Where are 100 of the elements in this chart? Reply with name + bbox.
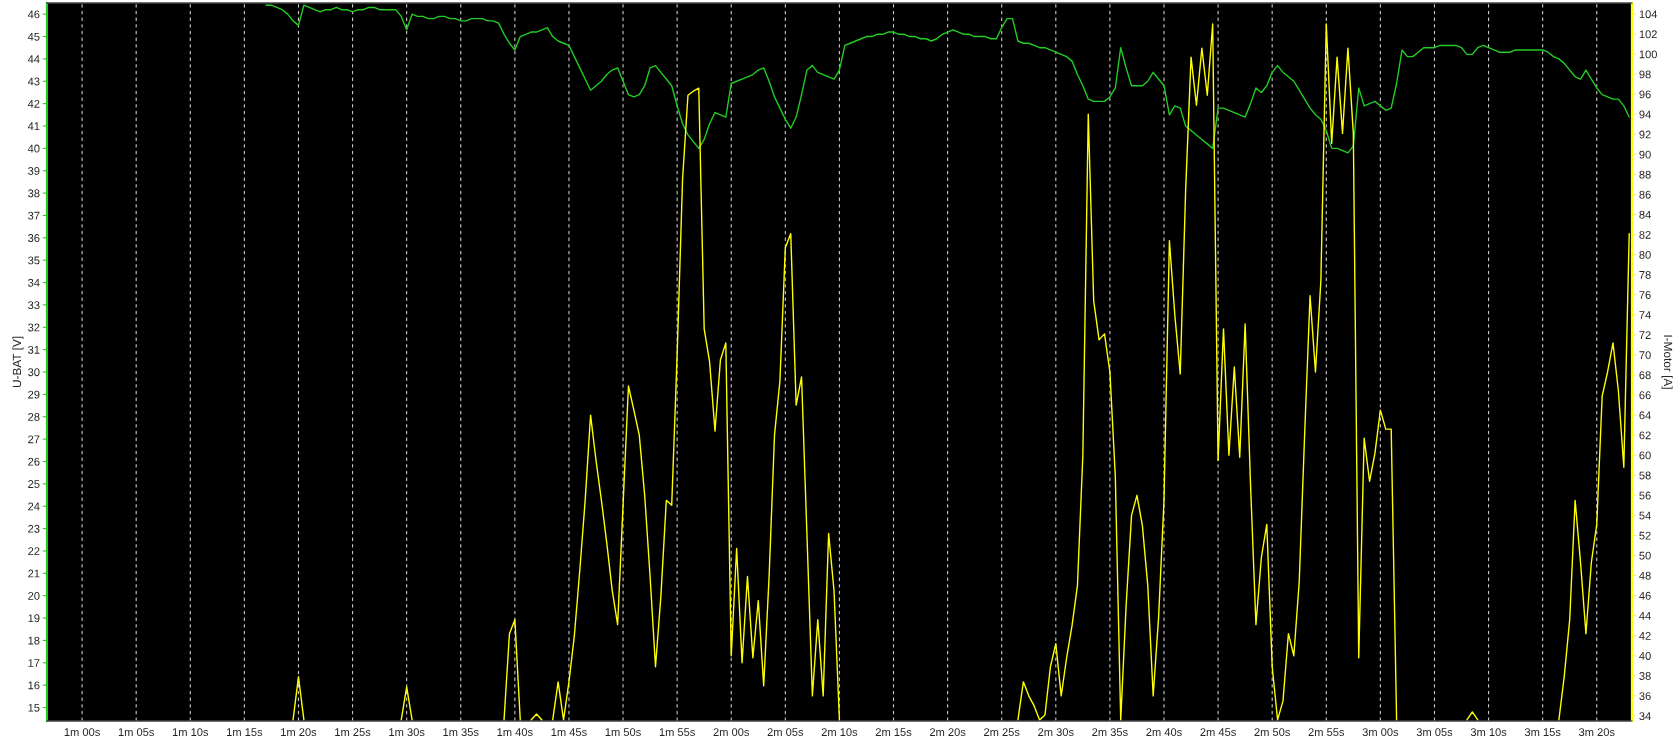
y2-tick-label: 34 bbox=[1639, 712, 1651, 721]
x-tick-label: 2m 45s bbox=[1200, 728, 1236, 737]
y-tick-label: 37 bbox=[28, 211, 40, 220]
y-tick-label: 46 bbox=[27, 10, 40, 19]
x-tick-label: 1m 55s bbox=[659, 728, 695, 737]
y-tick-label: 25 bbox=[28, 480, 40, 488]
x-tick-label: 2m 15s bbox=[875, 728, 912, 737]
y-tick-label: 26 bbox=[28, 457, 40, 466]
y-tick-label: 41 bbox=[27, 122, 40, 131]
y2-tick-label: 50 bbox=[1639, 551, 1651, 560]
y-tick-label: 43 bbox=[27, 77, 40, 86]
y-tick-label: 33 bbox=[28, 301, 40, 310]
y2-tick-label: 56 bbox=[1639, 491, 1651, 500]
x-tick-label: 1m 30s bbox=[389, 728, 425, 737]
line-series bbox=[265, 4, 1630, 154]
y-tick-label: 36 bbox=[28, 234, 40, 242]
y-tick-label: 35 bbox=[28, 256, 40, 265]
y2-tick-label: 74 bbox=[1639, 311, 1651, 319]
y2-tick-label: 92 bbox=[1639, 130, 1651, 139]
x-tick-label: 1m 20s bbox=[281, 728, 317, 737]
y2-tick-label: 40 bbox=[1639, 652, 1651, 660]
y-tick-label: 45 bbox=[27, 32, 40, 41]
y2-tick-label: 58 bbox=[1639, 471, 1651, 480]
x-tick-label: 1m 40s bbox=[497, 728, 533, 737]
y2-axis-title: I-Motor [A] bbox=[1661, 335, 1673, 389]
y2-tick-label: 82 bbox=[1639, 230, 1651, 239]
y2-tick-label: 94 bbox=[1639, 110, 1651, 119]
y2-tick-label: 98 bbox=[1639, 70, 1651, 79]
y2-tick-label: 42 bbox=[1639, 631, 1651, 640]
x-tick-label: 2m 10s bbox=[821, 728, 858, 737]
y-tick-label: 20 bbox=[28, 591, 40, 600]
y-tick-label: 29 bbox=[28, 390, 40, 399]
y-tick-label: 40 bbox=[27, 144, 40, 153]
y2-tick-label: 102 bbox=[1639, 30, 1657, 39]
y2-tick-label: 96 bbox=[1639, 90, 1651, 99]
y2-tick-label: 104 bbox=[1639, 10, 1658, 19]
y-tick-label: 32 bbox=[28, 323, 40, 332]
y-tick-label: 22 bbox=[28, 547, 40, 555]
y2-tick-label: 68 bbox=[1639, 371, 1651, 380]
y-tick-label: 42 bbox=[27, 99, 40, 108]
y2-tick-label: 70 bbox=[1639, 351, 1651, 360]
x-tick-label: 2m 30s bbox=[1038, 728, 1074, 737]
x-tick-label: 3m 20s bbox=[1578, 728, 1615, 737]
x-tick-label: 2m 35s bbox=[1092, 728, 1128, 737]
y2-tick-label: 66 bbox=[1639, 391, 1651, 400]
x-tick-label: 3m 00s bbox=[1362, 728, 1399, 737]
y-tick-label: 30 bbox=[28, 368, 40, 377]
x-tick-label: 3m 05s bbox=[1416, 728, 1453, 737]
x-tick-label: 1m 10s bbox=[172, 728, 209, 737]
x-tick-label: 1m 50s bbox=[605, 728, 641, 737]
x-tick-label: 2m 20s bbox=[929, 728, 966, 737]
y2-tick-label: 100 bbox=[1639, 50, 1657, 59]
y2-tick-label: 52 bbox=[1639, 531, 1651, 540]
y-tick-label: 15 bbox=[28, 703, 40, 712]
y-axis-title: U-BAT [V] bbox=[12, 336, 24, 388]
y2-tick-label: 48 bbox=[1639, 571, 1651, 580]
x-tick-label: 2m 40s bbox=[1146, 728, 1182, 737]
y-tick-label: 38 bbox=[28, 189, 40, 198]
y-tick-label: 16 bbox=[28, 681, 40, 690]
y-tick-label: 34 bbox=[28, 278, 40, 287]
y-tick-label: 28 bbox=[28, 413, 40, 421]
y-tick-label: 21 bbox=[28, 569, 40, 578]
y2-tick-label: 36 bbox=[1639, 692, 1651, 700]
y2-tick-label: 80 bbox=[1639, 250, 1651, 259]
x-tick-label: 2m 25s bbox=[984, 728, 1020, 737]
y2-tick-label: 86 bbox=[1639, 190, 1651, 199]
y2-tick-label: 44 bbox=[1639, 612, 1651, 620]
y-tick-label: 19 bbox=[28, 614, 40, 623]
x-tick-label: 1m 05s bbox=[118, 728, 154, 737]
y-tick-label: 17 bbox=[28, 659, 40, 667]
y-tick-label: 44 bbox=[27, 55, 40, 63]
x-tick-label: 3m 10s bbox=[1470, 728, 1507, 737]
y-tick-label: 23 bbox=[28, 524, 40, 533]
y2-tick-label: 84 bbox=[1639, 210, 1651, 219]
y2-tick-label: 76 bbox=[1639, 291, 1651, 299]
y-tick-label: 24 bbox=[28, 502, 40, 511]
y-tick-label: 31 bbox=[28, 345, 40, 354]
y2-tick-label: 62 bbox=[1639, 431, 1651, 440]
y2-tick-label: 54 bbox=[1639, 511, 1651, 520]
x-tick-label: 1m 25s bbox=[335, 728, 371, 737]
y2-tick-label: 88 bbox=[1639, 170, 1651, 179]
x-tick-label: 1m 00s bbox=[64, 728, 100, 737]
x-tick-label: 1m 45s bbox=[551, 728, 587, 737]
y-tick-label: 27 bbox=[28, 435, 40, 444]
x-tick-label: 2m 05s bbox=[767, 728, 804, 737]
y-tick-label: 18 bbox=[28, 636, 40, 645]
y2-tick-label: 78 bbox=[1639, 270, 1651, 279]
y-tick-label: 39 bbox=[28, 166, 40, 175]
x-tick-label: 1m 35s bbox=[443, 728, 479, 737]
y2-tick-label: 60 bbox=[1639, 451, 1651, 460]
y2-tick-label: 90 bbox=[1639, 150, 1651, 159]
x-tick-label: 2m 50s bbox=[1254, 728, 1291, 737]
y2-tick-label: 64 bbox=[1639, 411, 1651, 420]
y2-tick-label: 46 bbox=[1639, 591, 1651, 600]
x-tick-label: 2m 00s bbox=[713, 728, 750, 737]
y2-tick-label: 72 bbox=[1639, 331, 1651, 339]
y2-tick-label: 38 bbox=[1639, 672, 1651, 680]
x-tick-label: 1m 15s bbox=[227, 728, 263, 737]
x-tick-label: 2m 55s bbox=[1308, 728, 1345, 737]
x-tick-label: 3m 15s bbox=[1524, 728, 1561, 737]
